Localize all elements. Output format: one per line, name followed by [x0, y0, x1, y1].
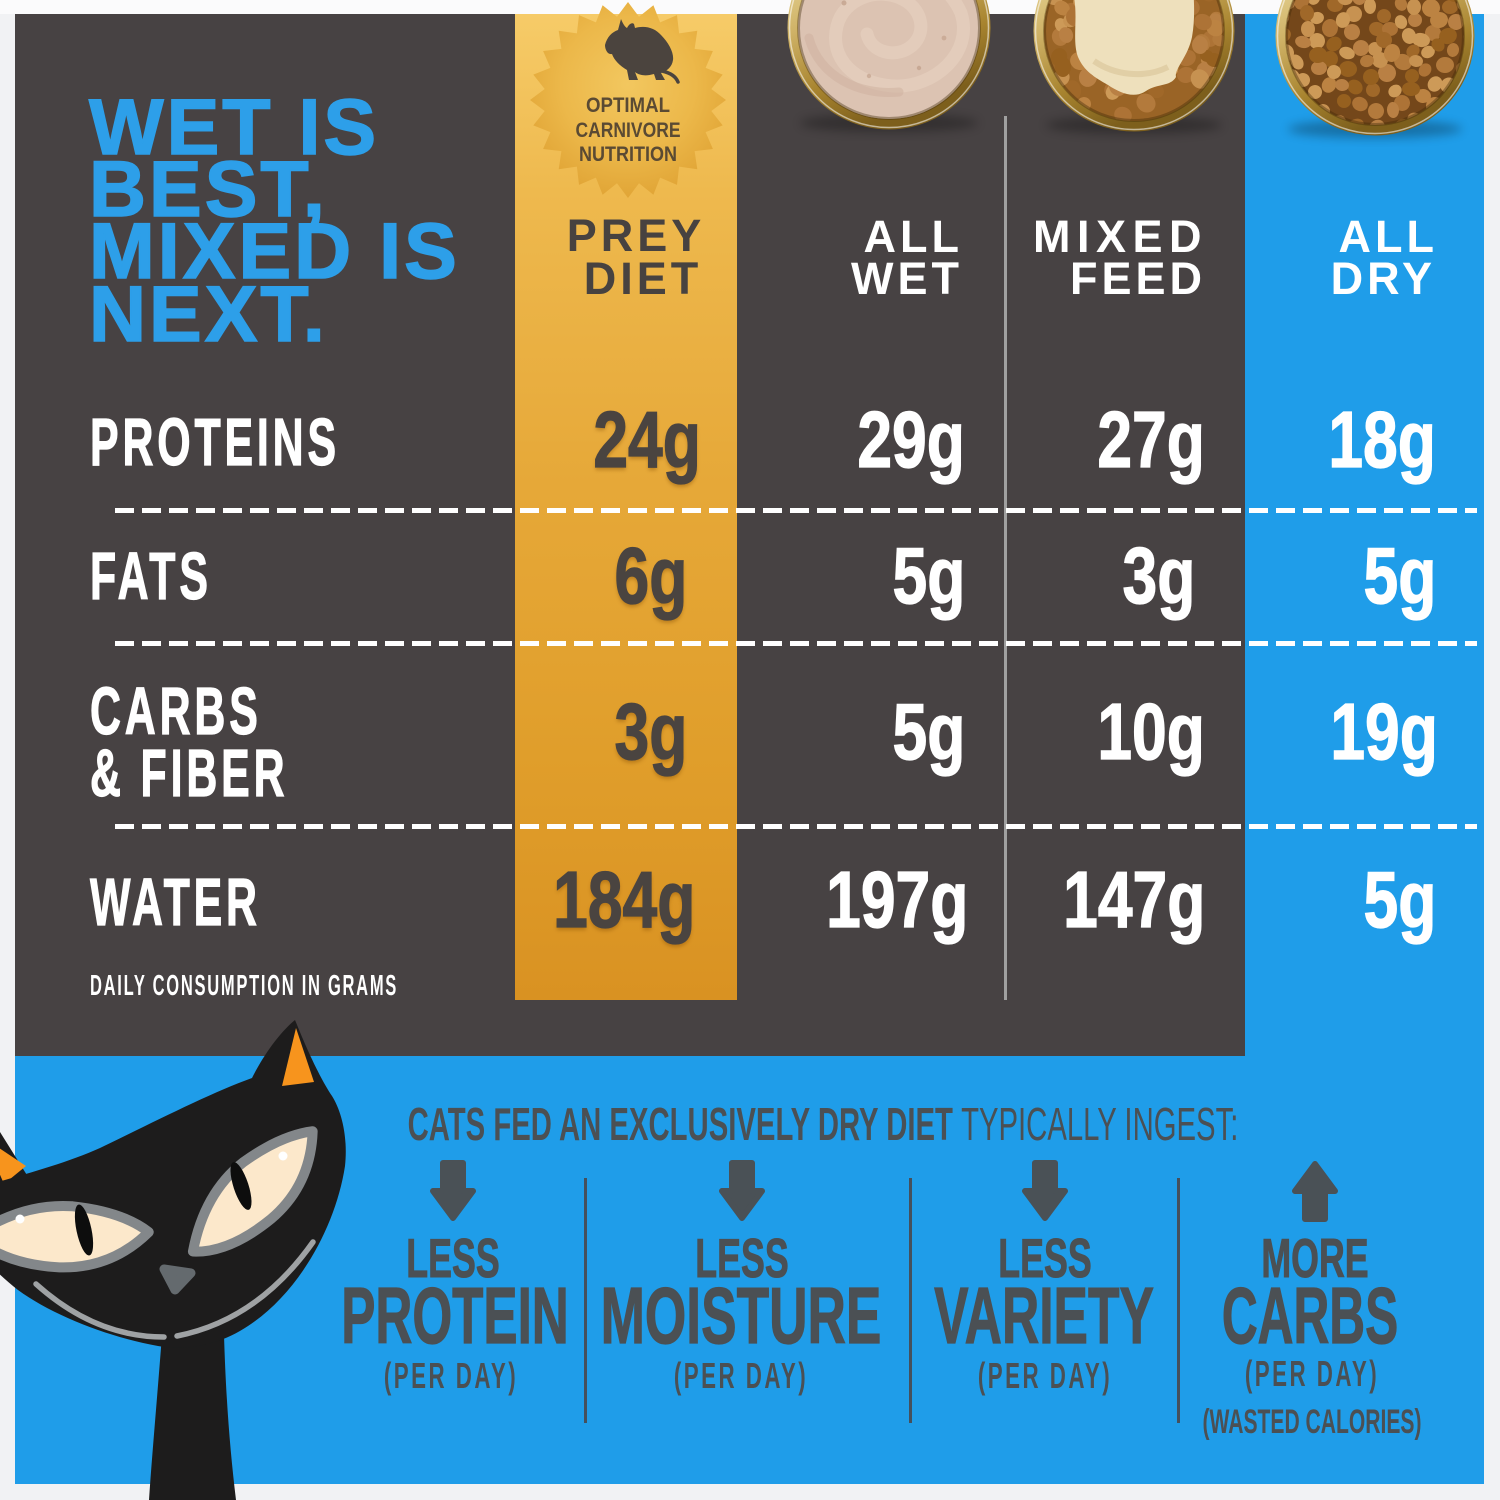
svg-text:CARNIVORE: CARNIVORE [576, 119, 681, 142]
svg-text:NUTRITION: NUTRITION [579, 143, 677, 166]
svg-text:OPTIMAL: OPTIMAL [586, 94, 670, 117]
